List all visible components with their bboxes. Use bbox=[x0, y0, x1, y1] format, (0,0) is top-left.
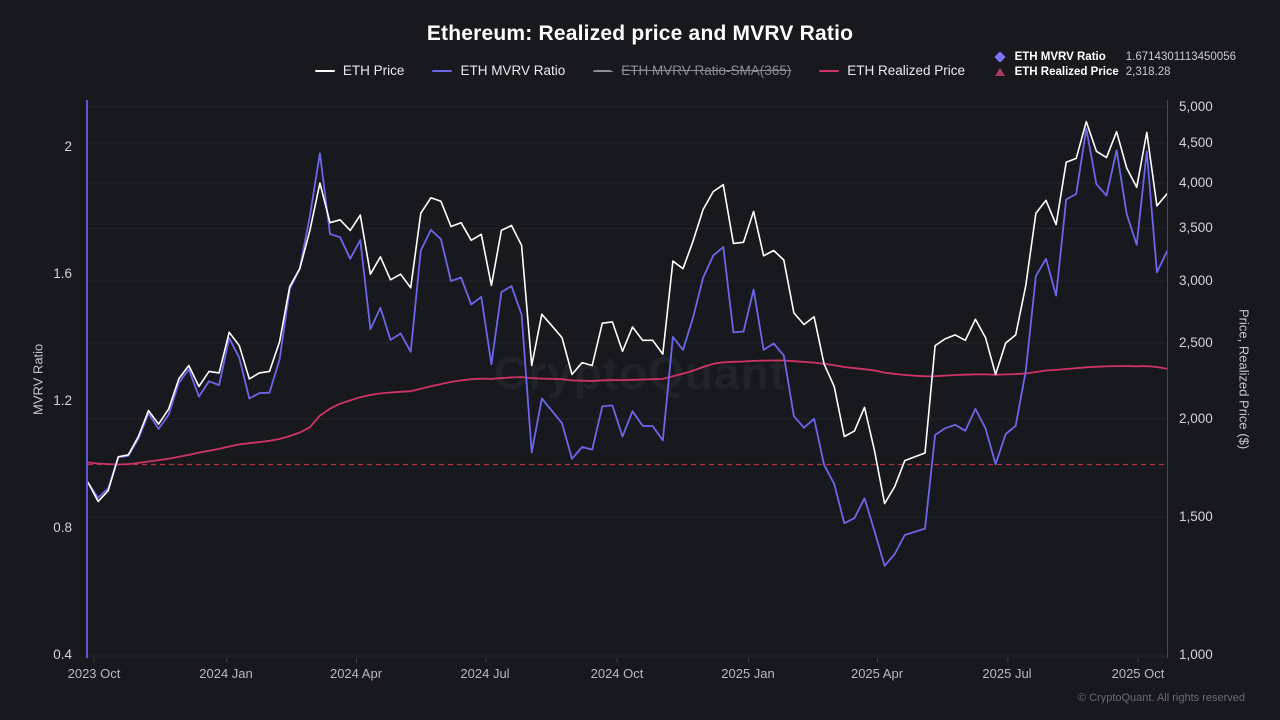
x-axis-tickmark bbox=[355, 658, 357, 663]
x-axis-tickmark bbox=[876, 658, 878, 663]
chart-canvas[interactable] bbox=[87, 100, 1168, 658]
legend-swatch bbox=[432, 69, 453, 72]
x-axis-tickmark bbox=[1007, 658, 1008, 663]
left-axis-tick-label: 2 bbox=[64, 139, 72, 154]
right-axis-tick-label: 2,000 bbox=[1179, 410, 1213, 426]
right-axis-tick-label: 3,500 bbox=[1179, 220, 1213, 236]
x-axis-tick-label: 2025 Jan bbox=[721, 658, 775, 681]
series-line-eth-realized-price bbox=[87, 359, 1168, 466]
x-axis-tick-label: 2024 Oct bbox=[591, 658, 643, 681]
legend-swatch bbox=[819, 69, 840, 72]
x-axis-tick-label: 2023 Oct bbox=[68, 658, 120, 681]
series-line-eth-mvrv-ratio bbox=[87, 127, 1168, 567]
right-axis-tick-label: 4,500 bbox=[1179, 134, 1213, 150]
legend-item-label: ETH Realized Price bbox=[847, 63, 966, 78]
right-axis-tick-label: 1,500 bbox=[1179, 508, 1213, 524]
right-axis-tick-label: 1,000 bbox=[1179, 647, 1213, 662]
left-axis-tick-label: 0.4 bbox=[53, 647, 72, 662]
legend-item-eth-price[interactable]: ETH Price bbox=[314, 63, 405, 78]
x-axis-tickmark bbox=[748, 658, 749, 663]
x-axis-tickmark bbox=[1137, 658, 1139, 663]
left-axis-tick-label: 1.2 bbox=[53, 393, 72, 408]
latest-value-label: ETH MVRV Ratio bbox=[1014, 51, 1106, 63]
legend-item-label: ETH Price bbox=[342, 63, 405, 78]
right-axis-title: Price, Realized Price ($) bbox=[1236, 308, 1252, 450]
left-axis-tick-label: 0.8 bbox=[53, 520, 72, 535]
realized-triangle-icon bbox=[992, 68, 1008, 76]
legend-item-eth-mvrv-ratio[interactable]: ETH MVRV Ratio bbox=[432, 63, 565, 78]
left-axis-spine bbox=[86, 100, 88, 658]
legend-swatch bbox=[593, 69, 614, 72]
series-line-eth-price bbox=[87, 120, 1168, 505]
x-axis-tickmark bbox=[616, 658, 618, 663]
right-axis-spine bbox=[1167, 100, 1168, 658]
latest-value: 1.6714301113450056 bbox=[1125, 51, 1236, 63]
right-axis-tick-label: 2,500 bbox=[1179, 335, 1213, 350]
legend-item-label: ETH MVRV Ratio bbox=[460, 63, 566, 78]
mvrv-diamond-icon bbox=[992, 51, 1008, 63]
left-axis-tick-label: 1.6 bbox=[53, 266, 72, 281]
copyright: © CryptoQuant. All rights reserved bbox=[1077, 692, 1245, 704]
latest-value: 2,318.28 bbox=[1125, 66, 1171, 78]
right-axis-tick-label: 5,000 bbox=[1179, 99, 1213, 114]
x-axis-tickmark bbox=[93, 658, 95, 663]
x-axis: 2023 Oct 2024 Jan 2024 Apr 2024 Jul 2024 Oct… bbox=[68, 658, 1168, 686]
x-axis-tick-label: 2024 Jan bbox=[199, 658, 253, 681]
x-axis-tickmark bbox=[226, 658, 227, 663]
right-axis: 5,000 4,500 4,000 3,500 3,000 2,500 2,000 1,500… bbox=[1179, 99, 1249, 662]
x-axis-tick-label: 2024 Jul bbox=[460, 658, 510, 681]
right-axis-tick-label: 4,000 bbox=[1179, 174, 1213, 190]
x-axis-tick-label: 2024 Apr bbox=[330, 658, 382, 681]
x-axis-tick-label: 2025 Apr bbox=[851, 658, 903, 681]
legend: ETH Price ETH MVRV Ratio ETH MVRV Ratio-SM… bbox=[0, 63, 1280, 78]
legend-item-eth-mvrv-ratio-sma-365[interactable]: ETH MVRV Ratio-SMA(365) bbox=[593, 63, 791, 78]
latest-value-label: ETH Realized Price bbox=[1014, 66, 1119, 78]
left-axis: 2 1.6 1.2 0.8 0.4 bbox=[0, 100, 76, 662]
left-axis-title: MVRV Ratio bbox=[30, 343, 46, 415]
x-axis-tickmark bbox=[485, 658, 486, 663]
x-axis-tick-label: 2025 Oct bbox=[1112, 658, 1164, 681]
latest-values-panel: ETH MVRV Ratio 1.6714301113450056 ETH Real… bbox=[992, 50, 1236, 79]
legend-item-label: ETH MVRV Ratio-SMA(365) bbox=[621, 63, 792, 78]
right-axis-tick-label: 3,000 bbox=[1179, 272, 1213, 288]
plot-area[interactable] bbox=[87, 100, 1168, 658]
legend-item-eth-realized-price[interactable]: ETH Realized Price bbox=[819, 63, 965, 78]
legend-swatch bbox=[314, 69, 335, 72]
x-axis-tick-label: 2025 Jul bbox=[982, 658, 1032, 681]
chart-title: Ethereum: Realized price and MVRV Ratio bbox=[426, 22, 854, 45]
